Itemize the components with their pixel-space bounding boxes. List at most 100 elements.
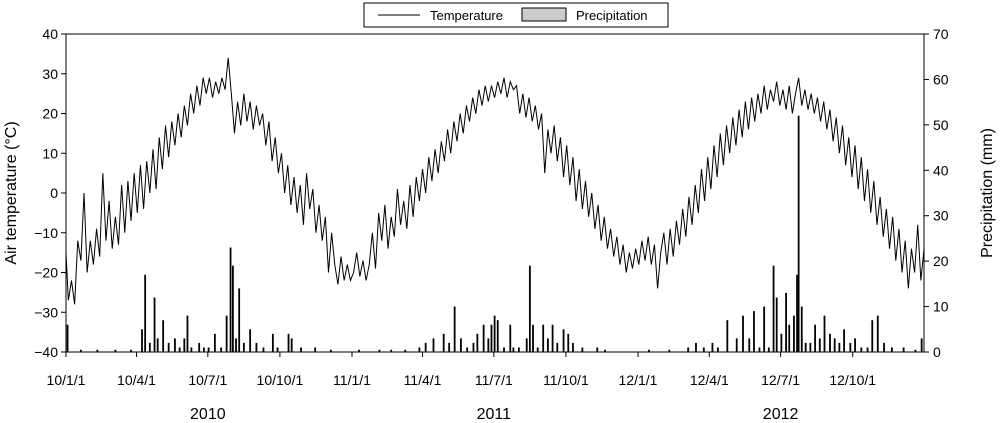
precipitation-bar-8 [153, 297, 156, 352]
precipitation-bar-109 [854, 338, 856, 352]
left-tick-label-6: 20 [42, 106, 58, 122]
precipitation-bar-101 [814, 324, 816, 352]
precipitation-bar-44 [432, 338, 435, 352]
precipitation-bar-21 [220, 347, 223, 352]
x-tick-label-10: 12/7/1 [761, 372, 800, 388]
precipitation-bar-49 [466, 347, 469, 352]
precipitation-bar-17 [198, 342, 201, 352]
right-tick-label-3: 30 [933, 208, 949, 224]
precipitation-bar-46 [448, 342, 451, 352]
precipitation-bar-55 [493, 315, 496, 352]
precipitation-bar-11 [167, 342, 170, 352]
precipitation-bar-59 [512, 347, 515, 352]
precipitation-bar-79 [702, 347, 705, 352]
right-axis: 0 10 20 30 40 50 60 70 [924, 26, 949, 360]
left-tick-label-7: 30 [42, 66, 58, 82]
right-tick-label-6: 60 [933, 71, 949, 87]
precipitation-bar-32 [276, 347, 279, 352]
precipitation-bar-92 [780, 333, 783, 352]
temperature-line [65, 57, 925, 305]
precipitation-bar-110 [860, 347, 863, 352]
precipitation-bar-74 [604, 349, 606, 352]
precipitation-bar-43 [424, 342, 427, 352]
precipitation-bar-65 [542, 324, 545, 352]
precipitation-bar-45 [442, 333, 445, 352]
right-tick-label-5: 50 [933, 117, 949, 133]
x-tick-label-8: 12/1/1 [619, 372, 658, 388]
x-tick-label-0: 10/1/1 [47, 372, 86, 388]
precipitation-bar-56 [496, 320, 499, 352]
precipitation-bar-104 [829, 333, 831, 352]
precipitation-bar-81 [717, 347, 719, 352]
precipitation-bar-88 [763, 306, 766, 352]
precipitation-bar-57 [503, 347, 505, 352]
precipitation-bar-37 [329, 349, 332, 352]
precipitation-bar-39 [378, 349, 381, 352]
precipitation-bar-86 [753, 311, 755, 352]
precipitation-bar-20 [213, 333, 216, 352]
precipitation-bar-69 [562, 329, 565, 352]
precipitation-bar-22 [225, 315, 228, 352]
year-labels: 2010 2011 2012 [190, 406, 798, 423]
left-tick-label-8: 40 [42, 26, 58, 42]
precipitation-bar-24 [232, 265, 234, 352]
year-label-2011: 2011 [477, 406, 512, 423]
precipitation-bar-36 [314, 347, 317, 352]
x-axis: 10/1/1 10/4/1 10/7/1 10/10/1 11/1/1 11/4/1 11/… [47, 352, 876, 388]
precipitation-bar-116 [902, 347, 905, 352]
precipitation-bar-14 [183, 338, 186, 352]
precipitation-bar-27 [242, 342, 245, 352]
x-tick-label-7: 11/10/1 [543, 372, 589, 388]
precipitation-bar-34 [290, 338, 293, 352]
precipitation-bar-23 [229, 247, 232, 352]
right-axis-title: Precipitation (mm) [979, 128, 996, 258]
precipitation-bar-77 [687, 347, 690, 352]
precipitation-bar-13 [178, 347, 181, 352]
right-tick-label-4: 40 [933, 162, 949, 178]
precipitation-bar-96 [796, 274, 798, 352]
x-tick-label-5: 11/4/1 [404, 372, 442, 388]
x-tick-label-6: 11/7/1 [475, 372, 513, 388]
left-tick-label-4: 0 [50, 185, 58, 201]
precipitation-bar-38 [358, 349, 360, 352]
precipitation-bar-67 [551, 324, 554, 352]
precipitation-bar-95 [793, 315, 795, 352]
precipitation-bar-72 [581, 347, 584, 352]
right-tick-label-0: 0 [933, 344, 941, 360]
precipitation-bars [66, 115, 923, 353]
precipitation-bar-78 [695, 342, 697, 352]
precipitation-bar-19 [207, 347, 210, 352]
precipitation-bar-40 [390, 349, 393, 352]
precipitation-bar-5 [141, 329, 143, 352]
year-label-2012: 2012 [763, 406, 799, 423]
precipitation-bar-15 [186, 315, 189, 352]
precipitation-bar-83 [735, 338, 738, 352]
precipitation-bar-68 [556, 342, 559, 352]
precipitation-bar-64 [536, 347, 539, 352]
precipitation-bar-12 [174, 338, 176, 352]
precipitation-bar-89 [767, 347, 770, 352]
precipitation-bar-31 [271, 333, 274, 352]
precipitation-bar-48 [460, 338, 462, 352]
precipitation-bar-35 [300, 347, 302, 352]
left-axis-title: Air temperature (°C) [3, 121, 20, 264]
precipitation-bar-106 [838, 342, 841, 352]
precipitation-bar-73 [596, 347, 599, 352]
precipitation-bar-33 [287, 333, 290, 352]
precipitation-bar-108 [849, 342, 852, 352]
precipitation-bar-6 [144, 274, 147, 352]
precipitation-bar-29 [255, 342, 258, 352]
precipitation-bar-25 [235, 338, 237, 352]
precipitation-bar-47 [453, 306, 456, 352]
precipitation-bar-2 [96, 349, 99, 352]
precipitation-bar-115 [890, 347, 893, 352]
precipitation-bar-63 [532, 324, 534, 352]
precipitation-bar-114 [883, 342, 885, 352]
precipitation-bar-62 [528, 265, 531, 352]
left-tick-label-1: −30 [34, 304, 58, 320]
legend-temperature-label: Temperature [430, 8, 503, 23]
precipitation-bar-10 [162, 320, 165, 352]
precipitation-bar-94 [788, 324, 791, 352]
precipitation-bar-99 [804, 342, 807, 352]
